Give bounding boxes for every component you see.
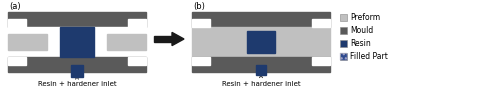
Bar bbox=[108, 34, 146, 50]
Text: (a): (a) bbox=[9, 2, 20, 11]
Bar bbox=[192, 27, 330, 57]
Text: Preform: Preform bbox=[350, 13, 380, 22]
Bar bbox=[154, 36, 172, 42]
Bar bbox=[340, 53, 347, 60]
Bar bbox=[192, 12, 330, 27]
Bar bbox=[128, 19, 146, 27]
Bar bbox=[60, 27, 94, 57]
Bar bbox=[71, 65, 83, 77]
Bar bbox=[128, 57, 146, 65]
Bar bbox=[312, 57, 330, 65]
Bar bbox=[192, 57, 330, 72]
Polygon shape bbox=[172, 32, 184, 46]
Bar bbox=[340, 40, 347, 47]
Text: Resin: Resin bbox=[350, 39, 371, 48]
Bar bbox=[340, 14, 347, 21]
Bar bbox=[8, 57, 146, 72]
Text: Resin + hardener inlet: Resin + hardener inlet bbox=[222, 81, 300, 87]
Bar bbox=[8, 12, 146, 27]
Text: Filled Part: Filled Part bbox=[350, 52, 388, 61]
Bar bbox=[247, 31, 275, 53]
Bar bbox=[340, 53, 347, 60]
Text: Mould: Mould bbox=[350, 26, 373, 35]
Bar bbox=[8, 34, 46, 50]
Text: (b): (b) bbox=[193, 2, 205, 11]
Bar bbox=[192, 19, 210, 27]
Text: Resin + hardener inlet: Resin + hardener inlet bbox=[38, 81, 117, 87]
Bar bbox=[192, 57, 210, 65]
Bar bbox=[8, 27, 146, 57]
Bar bbox=[256, 65, 266, 75]
Bar bbox=[312, 19, 330, 27]
Bar bbox=[8, 57, 26, 65]
Bar bbox=[8, 19, 26, 27]
Bar bbox=[340, 27, 347, 34]
